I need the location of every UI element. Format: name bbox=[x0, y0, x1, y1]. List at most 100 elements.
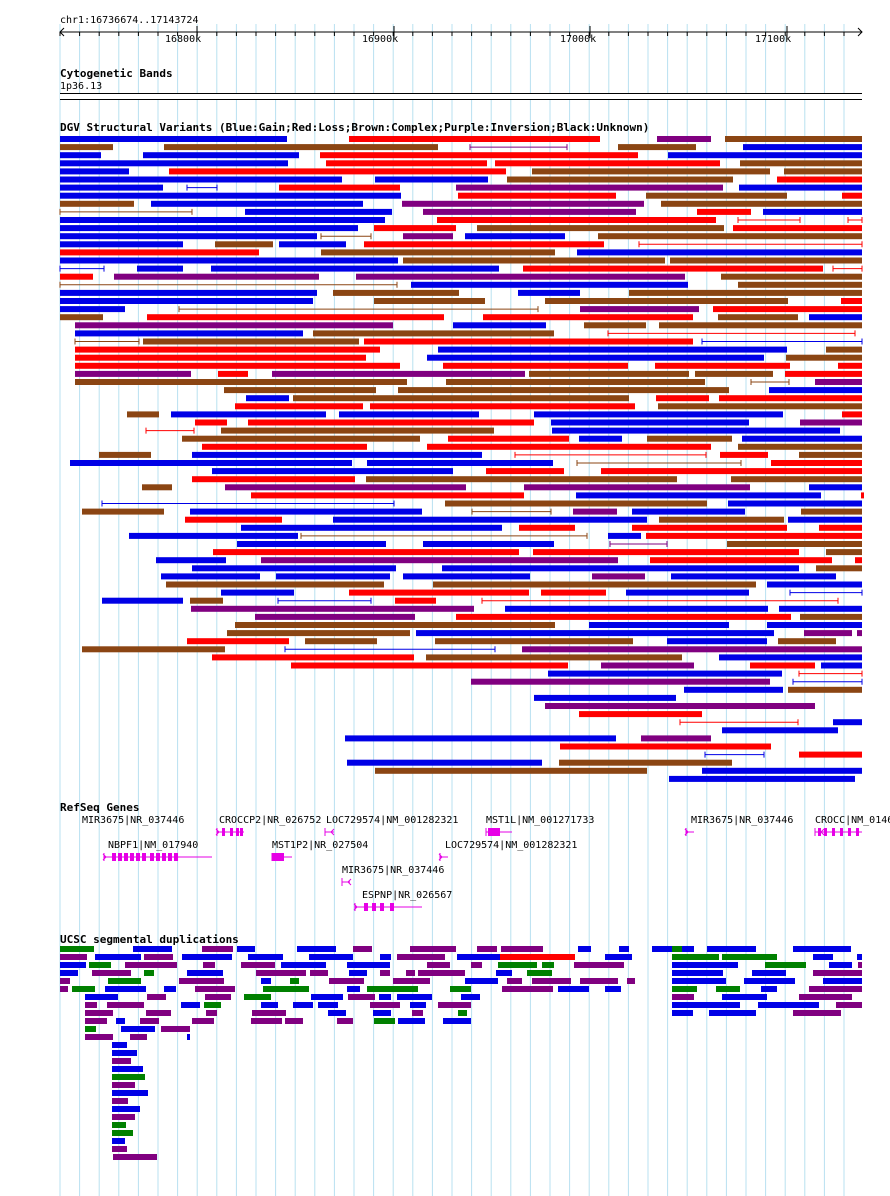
variant-bar[interactable] bbox=[395, 597, 436, 604]
variant-bar[interactable] bbox=[320, 152, 638, 159]
segdup-bar[interactable] bbox=[92, 970, 131, 976]
gene-exon[interactable] bbox=[124, 853, 128, 861]
variant-bar[interactable] bbox=[248, 419, 534, 426]
variant-bar[interactable] bbox=[427, 443, 711, 450]
variant-bar[interactable] bbox=[443, 362, 628, 369]
segdup-bar[interactable] bbox=[672, 954, 719, 960]
segdup-bar[interactable] bbox=[716, 986, 740, 992]
segdup-bar[interactable] bbox=[144, 970, 154, 976]
segdup-bar[interactable] bbox=[496, 970, 512, 976]
segdup-bar[interactable] bbox=[112, 1130, 133, 1136]
segdup-bar[interactable] bbox=[672, 1002, 740, 1008]
variant-bar[interactable] bbox=[861, 492, 864, 499]
segdup-bar[interactable] bbox=[532, 978, 571, 984]
variant-bar[interactable] bbox=[435, 638, 633, 645]
segdup-bar[interactable] bbox=[500, 954, 575, 960]
variant-bar[interactable] bbox=[246, 395, 289, 402]
variant-bar[interactable] bbox=[60, 273, 93, 280]
variant-bar[interactable] bbox=[552, 427, 840, 434]
variant-bar[interactable] bbox=[143, 152, 299, 159]
segdup-bar[interactable] bbox=[281, 962, 326, 968]
variant-bar[interactable] bbox=[655, 362, 790, 369]
refseq-gene-glyphs[interactable] bbox=[0, 820, 890, 930]
segdup-bar[interactable] bbox=[406, 970, 415, 976]
variant-bar[interactable] bbox=[60, 314, 103, 321]
variant-bar[interactable] bbox=[529, 370, 689, 377]
variant-bar[interactable] bbox=[367, 460, 553, 466]
refseq-track-title[interactable]: RefSeq Genes bbox=[60, 801, 140, 814]
variant-bar[interactable] bbox=[426, 654, 682, 661]
segdup-bar[interactable] bbox=[761, 986, 777, 992]
gene-exon[interactable] bbox=[832, 828, 835, 836]
variant-bar[interactable] bbox=[423, 208, 636, 215]
variant-bar[interactable] bbox=[580, 306, 699, 313]
variant-bar[interactable] bbox=[235, 403, 363, 410]
cytoband-label[interactable]: 1p36.13 bbox=[60, 81, 103, 92]
gene-exon[interactable] bbox=[150, 853, 154, 861]
variant-bar[interactable] bbox=[453, 322, 546, 329]
variant-bar[interactable] bbox=[147, 314, 444, 321]
segdup-bar[interactable] bbox=[672, 994, 694, 1000]
variant-bar[interactable] bbox=[276, 573, 390, 580]
variant-bar[interactable] bbox=[60, 298, 313, 304]
gene-exon[interactable] bbox=[272, 853, 284, 861]
gene-label-crocc[interactable]: CROCC|NM_0146 bbox=[815, 815, 890, 826]
gene-strand-arrow[interactable] bbox=[438, 853, 443, 861]
variant-bar[interactable] bbox=[448, 435, 569, 442]
segdup-bar[interactable] bbox=[263, 986, 309, 992]
variant-bar[interactable] bbox=[347, 759, 542, 766]
gene-exon[interactable] bbox=[112, 853, 116, 861]
variant-bar[interactable] bbox=[720, 451, 768, 458]
variant-bar[interactable] bbox=[769, 387, 862, 394]
gene-label-mir3675-2[interactable]: MIR3675|NR_037446 bbox=[691, 815, 794, 826]
variant-bar[interactable] bbox=[60, 306, 125, 313]
variant-bar[interactable] bbox=[60, 136, 287, 142]
variant-bar[interactable] bbox=[534, 694, 676, 701]
variant-bar[interactable] bbox=[739, 184, 862, 191]
segdup-bar[interactable] bbox=[744, 978, 795, 984]
variant-bar[interactable] bbox=[477, 225, 724, 232]
variant-bar[interactable] bbox=[695, 370, 773, 377]
variant-bar[interactable] bbox=[445, 500, 707, 507]
variant-bar[interactable] bbox=[579, 711, 702, 718]
segdup-bar[interactable] bbox=[202, 946, 233, 952]
cytoband-bar[interactable] bbox=[60, 93, 862, 100]
variant-bar[interactable] bbox=[60, 192, 401, 199]
segdup-bar[interactable] bbox=[858, 962, 862, 968]
segdup-bar[interactable] bbox=[318, 1002, 338, 1008]
variant-bar[interactable] bbox=[661, 200, 862, 207]
segdup-bar[interactable] bbox=[347, 986, 360, 992]
segdup-bar[interactable] bbox=[112, 1138, 125, 1144]
variant-bar[interactable] bbox=[767, 581, 862, 588]
variant-bar[interactable] bbox=[841, 298, 862, 304]
variant-bar[interactable] bbox=[545, 703, 815, 709]
variant-bar[interactable] bbox=[202, 443, 367, 450]
gene-strand-arrow[interactable] bbox=[215, 828, 220, 836]
variant-bar[interactable] bbox=[255, 613, 415, 620]
variant-bar[interactable] bbox=[601, 468, 862, 475]
segdup-bar[interactable] bbox=[89, 962, 111, 968]
segdup-bar[interactable] bbox=[836, 1002, 862, 1008]
segdup-bar[interactable] bbox=[140, 1018, 159, 1024]
variant-bar[interactable] bbox=[668, 152, 862, 159]
dgv-variant-features[interactable] bbox=[0, 130, 890, 790]
gene-label-mir3675-3[interactable]: MIR3675|NR_037446 bbox=[342, 865, 445, 876]
segdup-bar[interactable] bbox=[60, 986, 68, 992]
variant-bar[interactable] bbox=[697, 208, 751, 215]
gene-strand-arrow[interactable] bbox=[684, 828, 689, 836]
variant-bar[interactable] bbox=[545, 298, 788, 304]
gene-exon[interactable] bbox=[118, 853, 122, 861]
variant-bar[interactable] bbox=[75, 322, 393, 329]
variant-bar[interactable] bbox=[114, 273, 319, 280]
ruler-axis[interactable] bbox=[0, 24, 890, 64]
variant-bar[interactable] bbox=[788, 686, 862, 693]
variant-bar[interactable] bbox=[75, 370, 191, 377]
segdup-bar[interactable] bbox=[108, 978, 141, 984]
variant-bar[interactable] bbox=[333, 289, 459, 296]
segdup-bar[interactable] bbox=[205, 994, 231, 1000]
gene-exon[interactable] bbox=[174, 853, 178, 861]
variant-bar[interactable] bbox=[522, 646, 862, 653]
segdup-bar[interactable] bbox=[765, 962, 806, 968]
segdup-bar[interactable] bbox=[457, 954, 501, 960]
gene-exon[interactable] bbox=[130, 853, 134, 861]
